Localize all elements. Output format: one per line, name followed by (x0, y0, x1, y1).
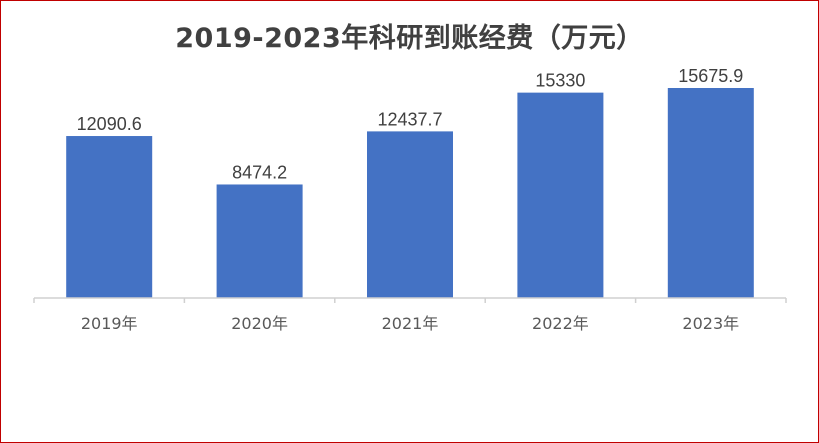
bar-5 (667, 88, 754, 298)
bar-2 (216, 184, 303, 298)
x-tick-label-5: 2023年 (682, 314, 739, 333)
x-tick-label-4: 2022年 (532, 314, 589, 333)
chart-title: 2019-2023年科研到账经费（万元） (175, 23, 644, 54)
x-tick-label-3: 2021年 (382, 314, 439, 333)
data-label-5: 15675.9 (678, 66, 743, 86)
bar-3 (367, 131, 453, 298)
bar-4 (517, 92, 604, 298)
data-label-2: 8474.2 (232, 162, 287, 182)
x-tick-label-1: 2019年 (81, 314, 138, 333)
x-tick-label-2: 2020年 (231, 314, 288, 333)
data-label-1: 12090.6 (77, 114, 142, 134)
data-label-4: 15330 (535, 71, 585, 91)
data-label-3: 12437.7 (377, 109, 442, 129)
bar-1 (66, 136, 153, 298)
